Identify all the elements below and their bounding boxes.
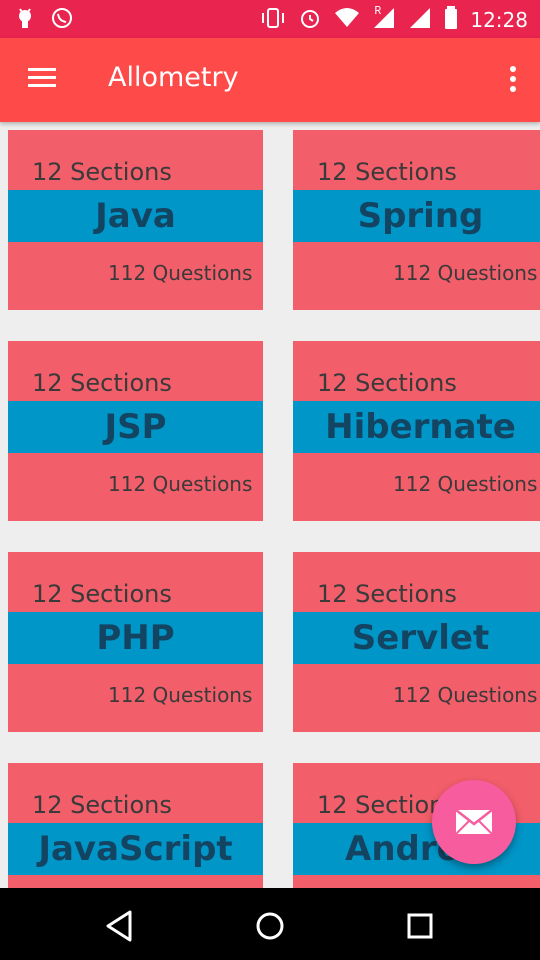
questions-count: 112 Questions [393,261,538,285]
topic-band: JavaScript [8,823,263,875]
whatsapp-icon [50,6,74,34]
topic-name: Hibernate [325,407,516,447]
topic-band: Spring [293,190,540,242]
sections-count: 12 Sections [32,791,172,819]
alarm-icon [298,6,322,34]
sections-count: 12 Sections [317,158,457,186]
topic-band: Servlet [293,612,540,664]
topic-band: PHP [8,612,263,664]
sections-count: 12 Sections [317,369,457,397]
topic-name: Servlet [351,618,490,658]
mail-icon [455,809,493,835]
questions-count: 112 Questions [393,683,538,707]
more-vert-icon[interactable] [506,64,520,94]
sections-count: 12 Sections [317,580,457,608]
sections-count: 12 Sections [32,158,172,186]
topic-band: Java [8,190,263,242]
clock: 12:28 [470,8,528,32]
recents-icon [407,913,433,939]
topic-card-javascript[interactable]: 12 Sections JavaScript [8,763,263,888]
signal-icon [408,6,432,34]
roaming-label: R [374,4,382,17]
app-bar: Allometry [0,38,540,122]
battery-icon [444,6,458,34]
questions-count: 112 Questions [108,683,253,707]
recents-button[interactable] [402,908,438,944]
questions-count: 112 Questions [108,472,253,496]
topic-band: JSP [8,401,263,453]
home-button[interactable] [252,908,288,944]
home-icon [256,912,284,940]
questions-count: 112 Questions [108,261,253,285]
topic-card-php[interactable]: 12 Sections PHP 112 Questions [8,552,263,732]
topic-card-spring[interactable]: 12 Sections Spring 112 Questions [293,130,540,310]
sections-count: 12 Sections [32,580,172,608]
compose-mail-button[interactable] [432,780,516,864]
topic-card-jsp[interactable]: 12 Sections JSP 112 Questions [8,341,263,521]
topic-name: PHP [96,618,175,658]
menu-icon[interactable] [26,66,58,90]
vibrate-icon [260,7,286,33]
system-nav-bar [0,888,540,960]
signal-roaming-icon: R [372,4,396,34]
topic-card-hibernate[interactable]: 12 Sections Hibernate 112 Questions [293,341,540,521]
topic-grid: 12 Sections Java 112 Questions 12 Sectio… [0,122,540,888]
back-button[interactable] [102,908,138,944]
back-icon [106,910,132,942]
android-icon [14,6,36,34]
topic-name: Java [95,196,176,236]
questions-count: 112 Questions [393,472,538,496]
topic-name: JavaScript [38,829,233,869]
sections-count: 12 Sections [32,369,172,397]
topic-name: JSP [104,407,167,447]
wifi-icon [334,7,360,33]
page-title: Allometry [108,62,239,93]
topic-band: Hibernate [293,401,540,453]
status-bar: R 12:28 [0,0,540,38]
topic-card-servlet[interactable]: 12 Sections Servlet 112 Questions [293,552,540,732]
topic-card-java[interactable]: 12 Sections Java 112 Questions [8,130,263,310]
topic-name: Spring [357,196,484,236]
